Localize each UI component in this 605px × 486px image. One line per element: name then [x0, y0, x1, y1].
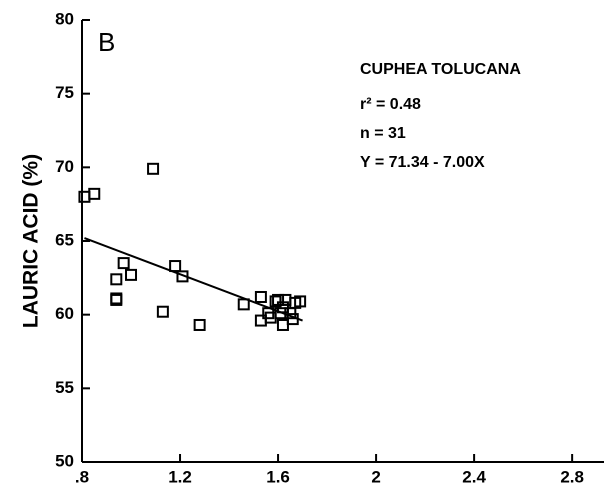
data-point [294, 295, 307, 308]
data-point [110, 293, 123, 306]
x-tick-label: 1.6 [266, 467, 290, 486]
data-point [237, 298, 250, 311]
x-tick-label: 2.4 [462, 467, 486, 486]
annotation: n = 31 [360, 125, 406, 142]
y-tick-label: 50 [55, 451, 74, 470]
x-tick-label: 2 [371, 467, 380, 486]
data-point [193, 318, 206, 331]
y-tick-label: 80 [55, 9, 74, 28]
data-point [110, 273, 123, 286]
y-tick-label: 55 [55, 378, 74, 397]
panel-label: B [98, 27, 115, 57]
y-tick-label: 75 [55, 83, 74, 102]
data-point [254, 290, 267, 303]
data-point [169, 260, 182, 273]
y-tick-label: 70 [55, 157, 74, 176]
data-point [276, 318, 289, 331]
data-point [88, 187, 101, 200]
y-axis-label: LAURIC ACID (%) [20, 154, 43, 328]
data-point [125, 268, 138, 281]
annotation: r² = 0.48 [360, 96, 421, 113]
data-point [78, 190, 91, 203]
x-tick-label: 1.2 [168, 467, 192, 486]
data-point [147, 162, 160, 175]
y-tick-label: 60 [55, 304, 74, 323]
x-tick-label: .8 [75, 467, 89, 486]
data-point [117, 257, 130, 270]
annotation: Y = 71.34 - 7.00X [360, 154, 485, 171]
x-tick-label: 2.8 [560, 467, 584, 486]
data-point [156, 305, 169, 318]
annotation: CUPHEA TOLUCANA [360, 61, 521, 78]
y-tick-label: 65 [55, 230, 74, 249]
trend-line [84, 237, 303, 322]
data-point [254, 314, 267, 327]
data-point [264, 311, 277, 324]
